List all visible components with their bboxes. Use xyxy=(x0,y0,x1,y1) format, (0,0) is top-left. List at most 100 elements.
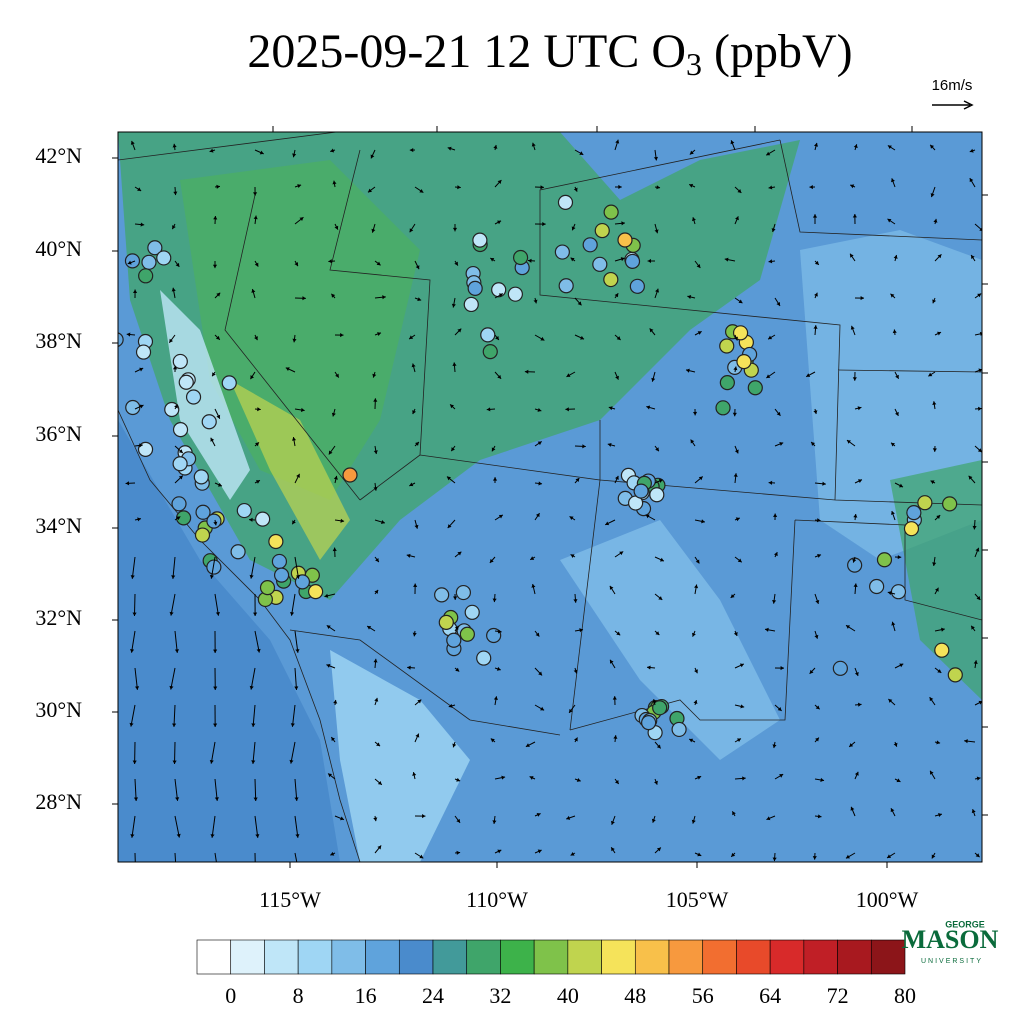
station xyxy=(512,249,529,266)
wind-head xyxy=(687,295,692,300)
wind-head xyxy=(736,738,741,743)
wind-head xyxy=(340,816,344,821)
wind-head xyxy=(536,813,541,817)
wind-head xyxy=(377,332,381,336)
wind-head xyxy=(611,847,615,852)
wind-vector xyxy=(131,556,136,579)
wind-vector xyxy=(214,593,219,616)
wind-head xyxy=(570,851,575,856)
wind-head xyxy=(771,228,776,233)
wind-head xyxy=(254,336,258,341)
colorbar-box xyxy=(432,939,468,975)
wind-head xyxy=(814,634,819,639)
wind-vector xyxy=(134,667,138,690)
wind-head xyxy=(173,191,178,196)
wind-head xyxy=(295,574,301,579)
wind-head xyxy=(976,776,981,781)
wind-head xyxy=(812,856,817,860)
wind-head xyxy=(127,260,132,265)
wind-head xyxy=(772,857,777,862)
wind-head xyxy=(334,225,339,230)
wind-head xyxy=(697,852,702,857)
wind-head xyxy=(850,325,855,330)
wind-head xyxy=(576,778,581,782)
wind-vector xyxy=(252,704,256,727)
wind-head xyxy=(658,596,663,600)
station xyxy=(652,700,668,716)
wind-head xyxy=(175,797,180,801)
wind-head xyxy=(209,148,214,153)
wind-head xyxy=(779,442,784,446)
wind-head xyxy=(691,819,696,824)
wind-head xyxy=(133,797,139,801)
wind-head xyxy=(174,871,178,875)
colorbar-box xyxy=(230,939,265,975)
wind-head xyxy=(737,558,742,563)
wind-head xyxy=(326,625,331,630)
title-unit: (ppbV) xyxy=(714,25,853,78)
station xyxy=(259,579,276,596)
wind-head xyxy=(497,180,502,184)
wind-head xyxy=(456,818,461,823)
wind-vector xyxy=(130,704,136,727)
wind-vector xyxy=(250,667,256,690)
wind-head xyxy=(531,583,536,588)
wind-head xyxy=(457,551,462,556)
wind-head xyxy=(373,487,378,491)
wind-head xyxy=(253,612,258,616)
station xyxy=(719,375,735,391)
wind-head xyxy=(977,448,982,453)
wind-head xyxy=(652,699,657,703)
wind-vector xyxy=(170,593,176,616)
wind-head xyxy=(938,813,942,818)
wind-head xyxy=(447,146,452,151)
wind-head xyxy=(932,299,937,304)
wind-head xyxy=(497,220,502,225)
wind-head xyxy=(290,612,295,616)
wind-head xyxy=(139,404,144,409)
wind-head xyxy=(209,574,214,579)
wind-head xyxy=(565,407,569,412)
wind-head xyxy=(887,145,892,150)
wind-head xyxy=(493,145,498,149)
lon-label: 110°W xyxy=(466,887,528,912)
station xyxy=(141,254,157,270)
station xyxy=(603,204,619,220)
wind-head xyxy=(422,813,426,819)
station xyxy=(736,354,752,370)
wind-head xyxy=(973,660,978,664)
logo-bottom: UNIVERSITY xyxy=(921,958,983,965)
station xyxy=(230,544,246,560)
wind-vector xyxy=(294,852,298,862)
station xyxy=(236,502,252,519)
station xyxy=(171,496,187,512)
wind-head xyxy=(605,521,610,526)
wind-head xyxy=(768,335,773,340)
colorbar-box xyxy=(702,939,737,975)
wind-head xyxy=(566,815,571,820)
wind-head xyxy=(647,258,652,264)
wind-head xyxy=(850,253,854,258)
wind-head xyxy=(693,700,698,704)
wind-vector xyxy=(211,815,216,838)
wind-head xyxy=(935,587,939,592)
wind-vector xyxy=(254,778,257,802)
wind-head xyxy=(686,368,690,373)
wind-head xyxy=(251,289,256,293)
wind-head xyxy=(171,575,176,579)
wind-head xyxy=(655,288,660,293)
wind-head xyxy=(137,187,142,191)
wind-head xyxy=(333,699,338,704)
wind-head xyxy=(690,439,695,444)
wind-head xyxy=(689,738,694,743)
wind-head xyxy=(768,259,773,264)
station xyxy=(446,632,462,648)
wind-head xyxy=(372,373,377,378)
colorbar-label: 56 xyxy=(692,983,714,1008)
wind-head xyxy=(173,365,178,370)
wind-head xyxy=(411,363,416,368)
map-area xyxy=(118,132,982,875)
wind-head xyxy=(254,262,259,267)
station xyxy=(125,399,141,416)
